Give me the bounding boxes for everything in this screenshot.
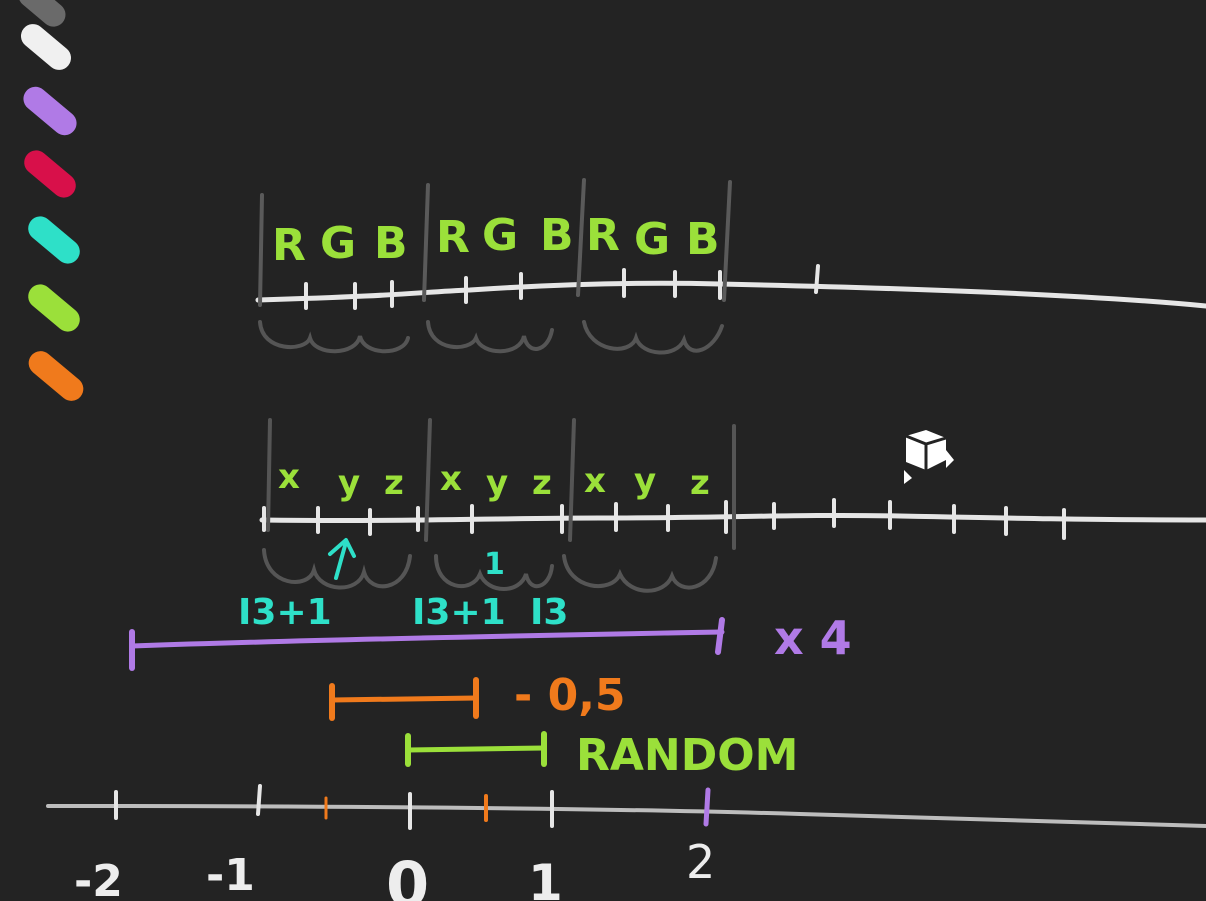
purple-range: x 4 <box>129 611 852 671</box>
xyz-label: z <box>532 463 552 503</box>
green-range: RANDOM <box>405 730 798 781</box>
scale-label: x 4 <box>774 611 852 665</box>
axis-tick-label: -1 <box>206 850 255 901</box>
number-axis: -2 -1 0 1 2 <box>46 784 1206 901</box>
xyz-label: y <box>634 461 656 501</box>
rgb-label: B <box>540 210 574 261</box>
index-label-b: I3+1 <box>412 592 506 633</box>
index-annotations: 1 I3+1 I3+1 I3 <box>238 538 568 633</box>
rgb-label: G <box>634 214 670 265</box>
swatch-orange[interactable] <box>24 346 88 406</box>
rgb-label: G <box>320 218 356 269</box>
xyz-group-dividers <box>266 418 736 550</box>
rgb-array-line <box>255 280 1206 309</box>
swatch-gray[interactable] <box>14 0 71 32</box>
rgb-label: R <box>436 212 470 263</box>
rgb-labels: R G B R G B R G B <box>272 210 720 271</box>
swatch-green[interactable] <box>23 280 84 337</box>
xyz-braces <box>262 548 718 593</box>
axis-tick-label: -2 <box>74 856 123 901</box>
random-label: RANDOM <box>576 730 798 781</box>
xyz-array-row: x y z x y z x y z <box>259 418 1206 593</box>
rgb-label: B <box>374 218 408 269</box>
xyz-labels: x y z x y z x y z <box>278 457 710 503</box>
cube-play-icon[interactable] <box>904 430 954 484</box>
orange-range: - 0,5 <box>329 670 626 721</box>
offset-label: - 0,5 <box>514 670 626 721</box>
purple-axis-marker <box>703 787 711 827</box>
rgb-label: B <box>686 214 720 265</box>
rgb-label: G <box>482 210 518 261</box>
axis-ticks <box>114 784 554 830</box>
axis-tick-label: 0 <box>386 848 429 901</box>
swatch-red[interactable] <box>19 146 80 203</box>
xyz-array-line <box>259 512 1206 524</box>
rgb-array-row: R G B R G B R G B <box>255 178 1206 355</box>
index-label-a: I3+1 <box>238 592 332 633</box>
axis-tick-label: 1 <box>528 854 563 901</box>
xyz-label: x <box>584 461 606 501</box>
xyz-label: z <box>690 463 710 503</box>
rgb-label: R <box>272 220 306 271</box>
axis-tick-labels: -2 -1 0 1 2 <box>74 835 715 901</box>
swatch-white[interactable] <box>16 19 76 75</box>
number-axis-line <box>46 804 1206 828</box>
up-arrow-icon <box>328 538 356 580</box>
xyz-ticks <box>262 498 1066 540</box>
xyz-label: x <box>278 457 300 497</box>
rgb-ticks <box>304 264 820 310</box>
rgb-group-dividers <box>258 178 732 307</box>
axis-tick-label: 2 <box>686 835 715 889</box>
rgb-label: R <box>586 210 620 261</box>
xyz-label: z <box>384 463 404 503</box>
rgb-braces <box>258 320 724 355</box>
xyz-label: y <box>338 463 360 503</box>
index-label-c: I3 <box>530 592 568 633</box>
xyz-label: x <box>440 459 462 499</box>
swatch-purple[interactable] <box>19 82 82 140</box>
small-mark-label: 1 <box>484 547 505 582</box>
color-palette <box>14 0 88 406</box>
xyz-label: y <box>486 463 508 503</box>
swatch-cyan[interactable] <box>23 212 84 269</box>
